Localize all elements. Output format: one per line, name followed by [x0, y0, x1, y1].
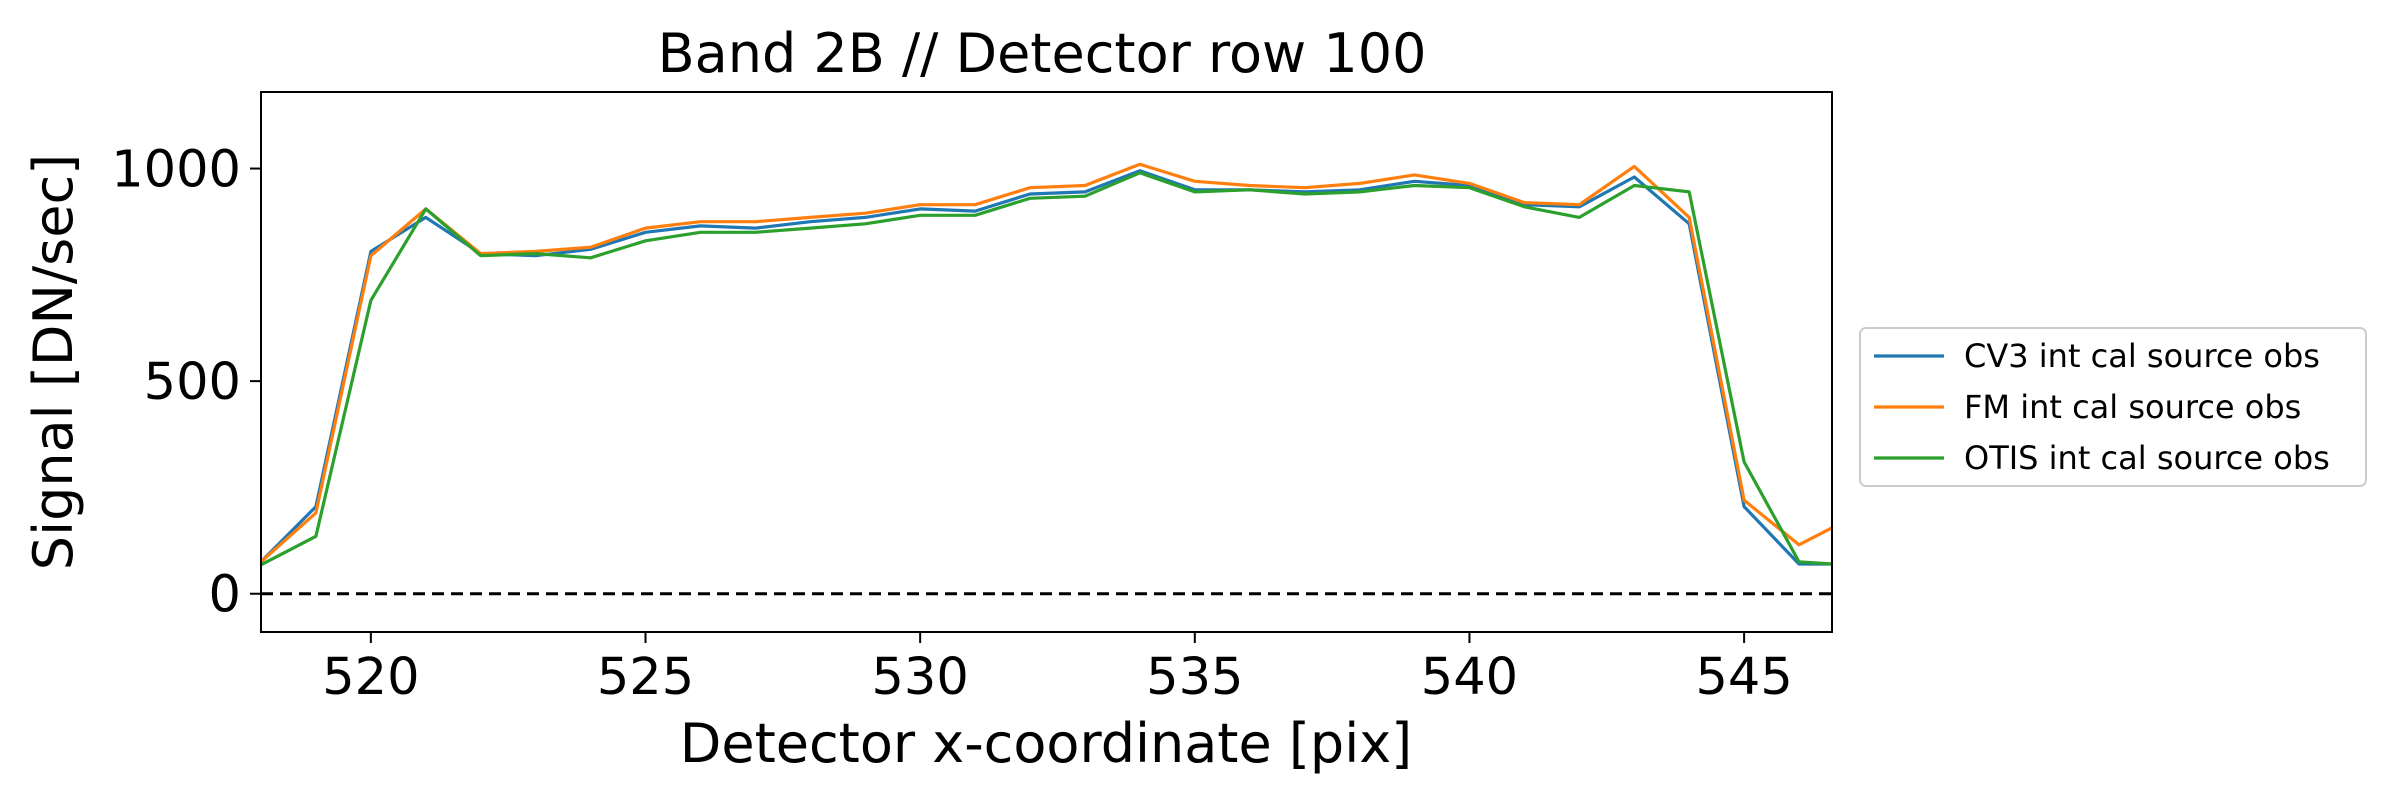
x-tick-label: 520: [322, 648, 419, 707]
chart-title: Band 2B // Detector row 100: [658, 22, 1427, 85]
legend-label-1: FM int cal source obs: [1964, 388, 2301, 426]
legend-entries: CV3 int cal source obs FM int cal source …: [1874, 337, 2330, 477]
x-tick-label: 530: [871, 648, 968, 707]
x-axis-label: Detector x-coordinate [pix]: [680, 712, 1412, 775]
x-tick-label: 535: [1146, 648, 1243, 707]
x-tick-label: 525: [597, 648, 694, 707]
series-line-2: [261, 171, 1832, 567]
series-line-1: [261, 162, 1832, 563]
legend: CV3 int cal source obs FM int cal source …: [1859, 327, 2367, 487]
x-tick-label: 545: [1695, 648, 1792, 707]
legend-label-0: CV3 int cal source obs: [1964, 337, 2320, 375]
series-line-0: [261, 169, 1832, 566]
y-tick-label: 0: [209, 566, 241, 625]
y-tick-label: 1000: [111, 141, 241, 200]
x-tick-label: 540: [1421, 648, 1518, 707]
y-axis-label: Signal [DN/sec]: [22, 154, 85, 570]
ticks-layer: 520 525 530 535 540 545 0 500 1000: [111, 141, 1793, 707]
plot-frame: [260, 91, 1833, 633]
series-layer: [261, 162, 1832, 596]
y-tick-label: 500: [144, 353, 241, 412]
legend-label-2: OTIS int cal source obs: [1964, 439, 2330, 477]
legend-frame: [1859, 327, 2367, 487]
